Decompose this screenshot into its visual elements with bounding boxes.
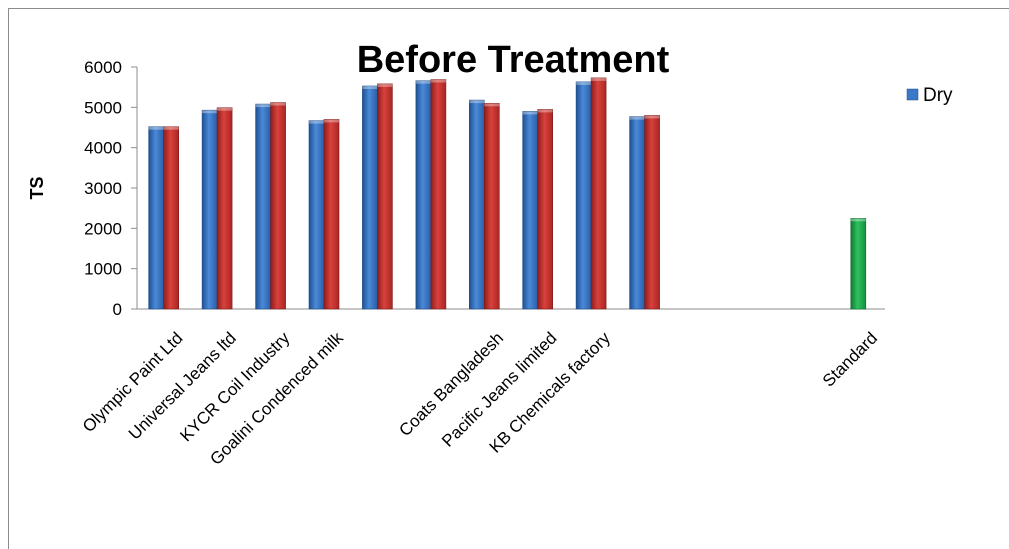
legend-label-dry: Dry	[923, 85, 953, 106]
bar-dry-7	[522, 111, 539, 310]
bar-dry-3	[308, 120, 325, 310]
y-tick-label: 3000	[84, 179, 122, 198]
bar-series-2-13	[850, 218, 867, 310]
bar-series-1-4	[377, 83, 393, 310]
bar-top-highlight	[217, 107, 233, 111]
legend: Dry	[906, 85, 953, 106]
bar-top-highlight	[163, 126, 179, 130]
bar-series-1-3	[323, 119, 340, 310]
bar-top-highlight	[537, 109, 553, 113]
bar-series-1-8	[590, 77, 607, 310]
y-tick-label: 0	[113, 300, 122, 319]
bar-dry-8	[575, 81, 592, 310]
bar-dry-6	[468, 99, 485, 310]
bar-top-highlight	[309, 120, 324, 124]
bar-top-highlight	[324, 119, 339, 123]
bar-top-highlight	[644, 115, 660, 119]
bar-dry-4	[362, 85, 378, 310]
bars	[148, 77, 867, 310]
bar-dry-0	[148, 126, 164, 310]
bar-series-1-6	[483, 103, 500, 310]
chart-title: Before Treatment	[357, 39, 670, 81]
bar-top-highlight	[270, 102, 286, 106]
bar-top-highlight	[591, 77, 607, 81]
bar-series-1-7	[537, 109, 554, 310]
bar-series-1-9	[644, 115, 660, 310]
bar-top-highlight	[850, 218, 866, 222]
bar-series-1-2	[270, 102, 286, 310]
y-tick-label: 2000	[84, 219, 122, 238]
bar-top-highlight	[469, 100, 485, 104]
y-tick-label: 6000	[84, 58, 122, 77]
bar-dry-1	[201, 109, 218, 310]
bar-top-highlight	[148, 126, 164, 130]
bar-top-highlight	[362, 86, 378, 89]
legend-swatch-dry	[906, 88, 919, 101]
y-tick-label: 4000	[84, 139, 122, 158]
bar-dry-9	[629, 116, 645, 310]
bar-series-1-0	[163, 126, 179, 310]
bar-series-1-1	[216, 107, 233, 310]
bar-top-highlight	[255, 104, 271, 108]
bar-top-highlight	[576, 81, 592, 85]
bar-top-highlight	[377, 83, 393, 87]
y-tick-label: 5000	[84, 98, 122, 117]
bar-top-highlight	[202, 110, 218, 114]
bar-series-1-5	[430, 79, 447, 310]
y-tick-label: 1000	[84, 260, 122, 279]
bar-top-highlight	[629, 116, 645, 120]
bar-dry-2	[255, 103, 271, 310]
bar-top-highlight	[484, 103, 500, 107]
bar-top-highlight	[522, 111, 538, 115]
bar-top-highlight	[415, 80, 431, 84]
y-axis: 0 1000 2000 3000 4000 5000 6000	[84, 58, 138, 319]
y-axis-label: TS	[27, 176, 47, 199]
bar-dry-5	[415, 80, 432, 310]
bar-top-highlight	[430, 79, 446, 83]
